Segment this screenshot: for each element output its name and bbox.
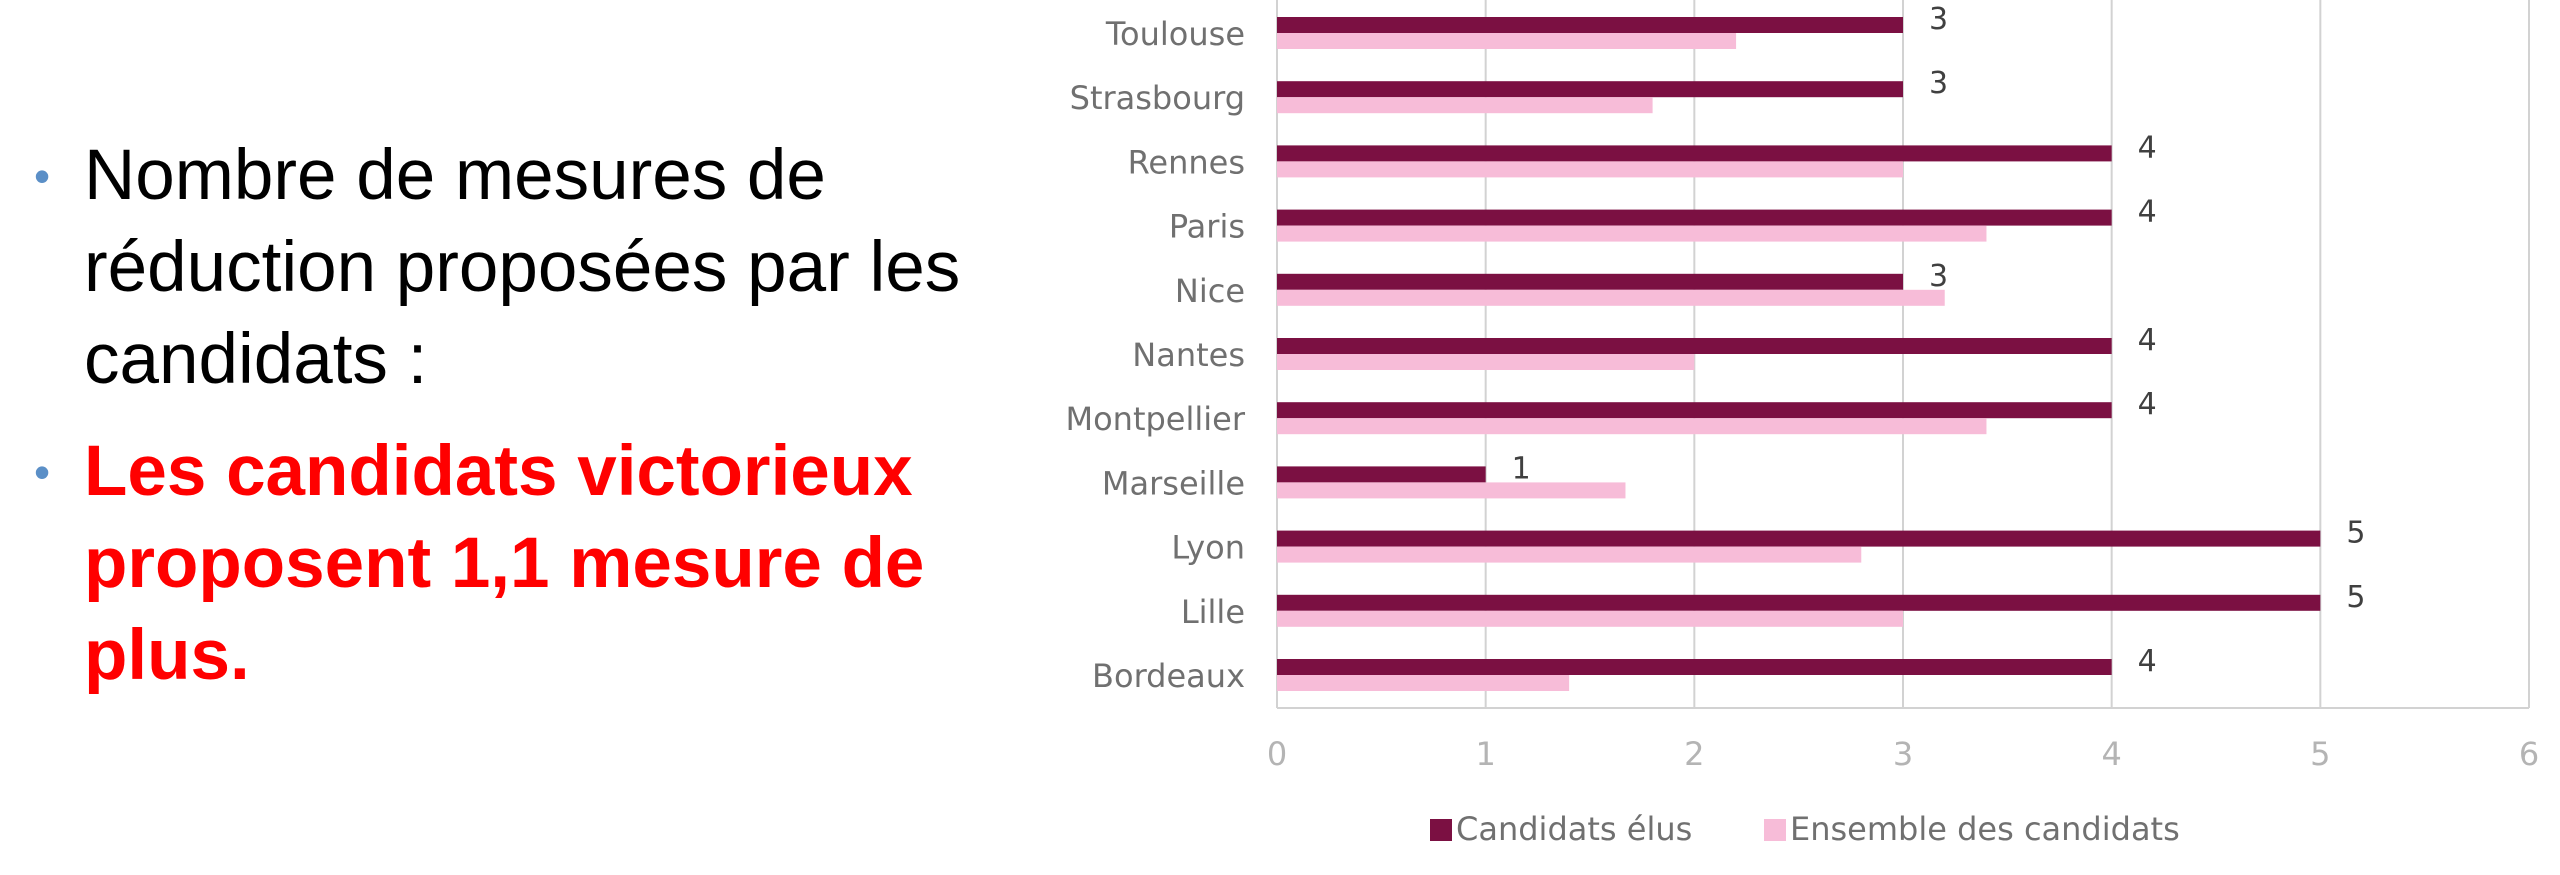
- bullet-text-conclusion: Les candidats victorieux proposent 1,1 m…: [84, 432, 925, 695]
- x-tick-label: 6: [2519, 735, 2539, 773]
- bar-elus: [1277, 273, 1903, 290]
- y-category-label: Strasbourg: [1070, 79, 1245, 117]
- bullet-intro: • Nombre de mesures de réduction proposé…: [34, 130, 1044, 406]
- bar-elus: [1277, 338, 2112, 354]
- bar-elus: [1277, 209, 2112, 226]
- bar-elus: [1277, 402, 2112, 419]
- bar-ensemble: [1277, 482, 1626, 499]
- bar-elus: [1277, 145, 2112, 162]
- y-category-label: Marseille: [1102, 464, 1245, 502]
- bar-ensemble: [1277, 354, 1695, 370]
- y-category-label: Nantes: [1132, 336, 1245, 374]
- bar-ensemble: [1277, 610, 1903, 627]
- x-tick-label: 0: [1267, 735, 1287, 773]
- data-label: 4: [2138, 195, 2157, 230]
- data-label: 4: [2138, 323, 2157, 358]
- data-label: 1: [1512, 451, 1531, 486]
- bar-elus: [1277, 81, 1903, 98]
- data-label: 5: [2346, 516, 2365, 551]
- bullet-list: • Nombre de mesures de réduction proposé…: [34, 130, 1044, 722]
- x-tick-label: 1: [1475, 735, 1495, 773]
- bar-elus: [1277, 659, 2112, 675]
- x-tick-label: 4: [2101, 735, 2121, 773]
- y-category-label: Lyon: [1171, 529, 1245, 567]
- data-label: 4: [2138, 130, 2157, 165]
- y-category-label: Montpellier: [1065, 400, 1245, 438]
- bar-ensemble: [1277, 97, 1653, 114]
- legend-label-ensemble: Ensemble des candidats: [1790, 810, 2180, 848]
- bar-ensemble: [1277, 33, 1737, 49]
- legend-label-elus: Candidats élus: [1456, 810, 1692, 848]
- bullet-text-intro: Nombre de mesures de réduction proposées…: [84, 136, 961, 399]
- data-label: 5: [2346, 580, 2365, 615]
- y-category-label: Paris: [1169, 208, 1245, 246]
- bar-elus: [1277, 530, 2321, 547]
- bullet-conclusion: • Les candidats victorieux proposent 1,1…: [34, 426, 1044, 702]
- bar-elus: [1277, 466, 1486, 483]
- bar-ensemble: [1277, 161, 1903, 178]
- x-tick-label: 5: [2310, 735, 2330, 773]
- bar-ensemble: [1277, 546, 1862, 563]
- data-label: 4: [2138, 387, 2157, 422]
- legend-swatch-ensemble: [1764, 819, 1786, 841]
- bar-ensemble: [1277, 675, 1570, 691]
- x-tick-label: 3: [1893, 735, 1913, 773]
- x-tick-label: 2: [1684, 735, 1704, 773]
- data-label: 3: [1929, 66, 1948, 101]
- data-label: 4: [2138, 644, 2157, 679]
- y-category-label: Rennes: [1128, 143, 1245, 181]
- bar-elus: [1277, 594, 2321, 611]
- y-category-label: Toulouse: [1105, 15, 1245, 53]
- bullet-marker: •: [34, 150, 51, 202]
- data-label: 3: [1929, 259, 1948, 294]
- data-label: 3: [1929, 2, 1948, 37]
- bar-ensemble: [1277, 225, 1987, 242]
- y-category-label: Lille: [1181, 593, 1245, 631]
- bar-elus: [1277, 17, 1903, 33]
- legend-swatch-elus: [1430, 819, 1452, 841]
- y-category-label: Bordeaux: [1092, 657, 1245, 695]
- bar-ensemble: [1277, 289, 1945, 306]
- bar-ensemble: [1277, 418, 1987, 435]
- y-category-label: Nice: [1175, 272, 1245, 310]
- bar-chart: 0 1 2 3 4 5 6 Toulouse 3 Strasbourg 3 Rennes 4 Paris 4…: [1065, 0, 2539, 848]
- bullet-marker: •: [34, 446, 51, 498]
